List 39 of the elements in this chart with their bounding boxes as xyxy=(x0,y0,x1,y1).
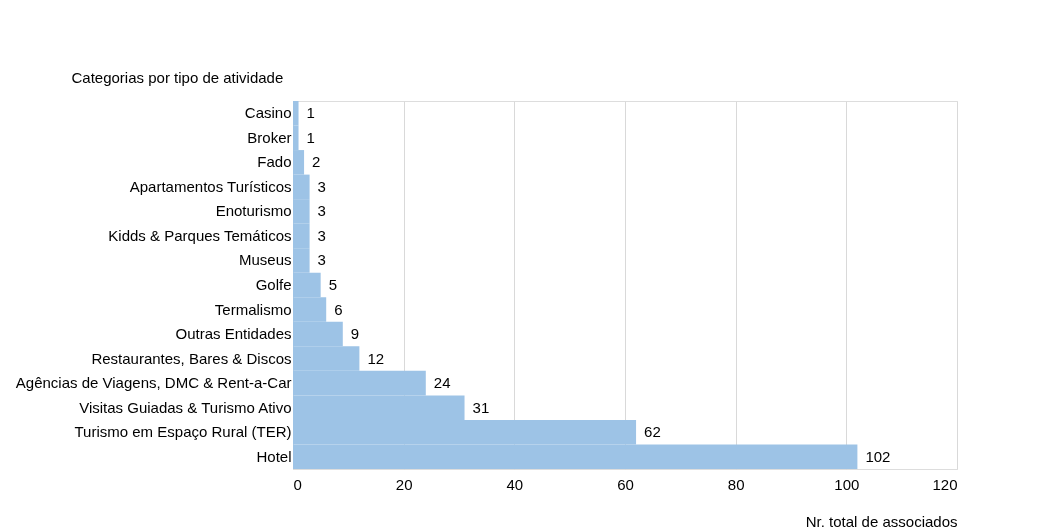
data-label: 102 xyxy=(865,447,891,465)
x-tick-label: 20 xyxy=(395,475,413,493)
data-label: 3 xyxy=(317,226,326,244)
y-tick-label: Apartamentos Turísticos xyxy=(129,177,292,195)
data-label: 3 xyxy=(317,251,326,269)
y-tick-label: Turismo em Espaço Rural (TER) xyxy=(74,423,292,441)
data-label: 1 xyxy=(306,128,315,146)
data-label: 12 xyxy=(367,349,385,367)
y-tick-label: Restaurantes, Bares & Discos xyxy=(91,349,292,367)
y-tick-label: Casino xyxy=(244,104,292,122)
data-label: 3 xyxy=(317,177,326,195)
y-tick-label: Museus xyxy=(238,251,292,269)
data-label: 62 xyxy=(644,423,661,441)
y-tick-label: Agências de Viagens, DMC & Rent-a-Car xyxy=(15,374,292,392)
data-label: 2 xyxy=(312,153,321,171)
data-label: 6 xyxy=(334,300,343,318)
data-label: 1 xyxy=(306,104,315,122)
x-tick-label: 60 xyxy=(617,475,634,493)
x-axis-title: Nr. total de associados xyxy=(805,512,958,530)
data-label: 3 xyxy=(317,202,326,220)
y-tick-label: Fado xyxy=(257,153,292,171)
y-tick-label: Golfe xyxy=(255,276,292,293)
y-tick-label: Outras Entidades xyxy=(175,325,292,343)
y-tick-label: Hotel xyxy=(256,447,292,465)
data-label: 31 xyxy=(472,398,490,416)
data-label: 5 xyxy=(328,276,338,293)
y-tick-label: Visitas Guiadas & Turismo Ativo xyxy=(79,398,292,416)
data-label: 9 xyxy=(350,325,360,343)
y-tick-label: Enoturismo xyxy=(215,202,292,220)
x-tick-label: 100 xyxy=(834,475,860,493)
x-tick-label: 40 xyxy=(506,475,524,493)
y-tick-label: Kidds & Parques Temáticos xyxy=(108,226,292,244)
y-axis-title: Categorias por tipo de atividade xyxy=(71,68,284,86)
x-tick-label: 80 xyxy=(727,475,745,493)
y-tick-label: Broker xyxy=(247,128,292,146)
x-tick-label: 0 xyxy=(293,475,302,493)
y-tick-label: Termalismo xyxy=(214,300,292,318)
data-label: 24 xyxy=(433,374,451,392)
x-tick-label: 120 xyxy=(932,475,958,493)
